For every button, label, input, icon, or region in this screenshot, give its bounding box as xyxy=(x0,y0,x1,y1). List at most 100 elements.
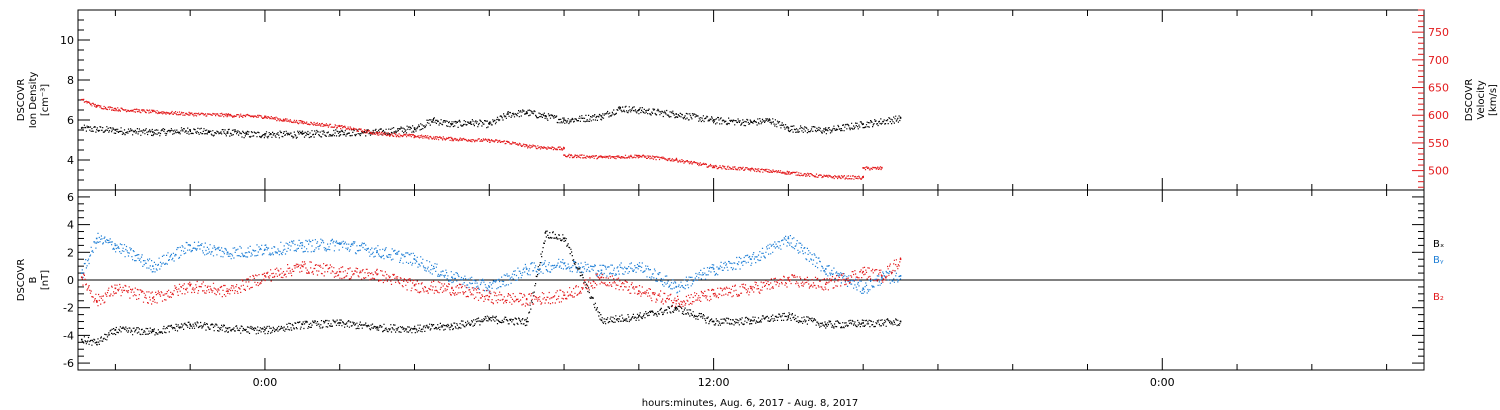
velocity-series-samples xyxy=(81,98,883,180)
velocity-series-point xyxy=(264,115,266,118)
velocity-series-point xyxy=(413,134,416,137)
bx-series-point xyxy=(750,319,752,321)
by-series-point xyxy=(451,276,453,279)
x-tick-label: 12:00 xyxy=(698,376,730,389)
density-series-point xyxy=(712,119,715,121)
bx-series-point xyxy=(525,320,528,323)
density-series-point xyxy=(151,131,154,133)
top-right-tick-label: 700 xyxy=(1428,54,1449,67)
by-series-point xyxy=(151,265,154,267)
top-right-tick-label: 600 xyxy=(1428,109,1449,122)
top-right-tick-label: 750 xyxy=(1428,26,1449,39)
legend-bx: Bₓ xyxy=(1433,239,1444,250)
by-series-point xyxy=(80,272,83,274)
by-series-point xyxy=(376,250,378,252)
bottom-left-tick-label: 0 xyxy=(67,274,74,287)
bx-series-point xyxy=(80,338,83,341)
bx-series-point xyxy=(95,341,98,344)
by-series-point xyxy=(750,258,752,261)
velocity-series-point xyxy=(488,139,491,141)
top-left-tick-label: 4 xyxy=(67,154,74,167)
by-series-point xyxy=(881,276,883,279)
density-series-point xyxy=(507,113,509,115)
top-left-title-line2: Ion Density xyxy=(28,72,39,129)
velocity-series-point xyxy=(712,165,715,167)
by-series-point xyxy=(862,287,864,290)
velocity-series-point xyxy=(638,154,640,157)
by-series-point xyxy=(712,268,715,270)
bottom-left-title-line3: [nT] xyxy=(40,270,51,290)
bz-series-point xyxy=(413,284,416,287)
velocity-series xyxy=(80,98,883,180)
by-series-point xyxy=(600,269,603,272)
density-series-samples xyxy=(81,105,902,139)
top-right-title-line3: [km/s] xyxy=(1488,84,1499,116)
density-series-point xyxy=(600,115,603,117)
top-right-tick-label: 550 xyxy=(1428,137,1449,150)
top-right-title-line1: DSCOVR xyxy=(1464,79,1475,122)
top-right-axis-title: DSCOVR Velocity [km/s] xyxy=(1464,79,1499,122)
bz-series-point xyxy=(151,297,154,299)
bz-series-point xyxy=(338,270,341,273)
velocity-series-point xyxy=(862,167,864,169)
bx-series-point xyxy=(563,237,565,240)
bz-series-point xyxy=(80,276,83,279)
top-right-tick-label: 500 xyxy=(1428,165,1449,178)
density-series-point xyxy=(638,109,640,111)
by-series xyxy=(80,232,902,294)
velocity-series-point xyxy=(787,171,790,174)
top-right-tick-label: 650 xyxy=(1428,82,1449,95)
density-series-point xyxy=(413,127,416,129)
bz-series-point xyxy=(899,258,902,261)
density-series-point xyxy=(226,131,229,133)
bz-series-point xyxy=(451,287,453,290)
bottom-left-tick-label: -4 xyxy=(63,329,74,342)
density-series-point xyxy=(787,127,790,129)
velocity-series-point xyxy=(563,154,565,156)
bx-series xyxy=(80,230,902,346)
bz-series-point xyxy=(824,283,827,285)
density-series-point xyxy=(264,133,266,135)
density-series-point xyxy=(469,121,472,123)
bottom-left-tick-label: 6 xyxy=(67,191,74,204)
x-tick-label: 0:00 xyxy=(1150,376,1175,389)
density-series-point xyxy=(432,119,434,121)
bz-series-point xyxy=(525,298,528,301)
density-series-point xyxy=(563,119,565,121)
bz-series-point xyxy=(488,295,491,298)
legend-by: Bᵧ xyxy=(1433,255,1444,266)
by-series-point xyxy=(95,237,98,240)
legend-bz: B₂ xyxy=(1433,292,1444,303)
by-series-point xyxy=(338,243,341,245)
top-right-title-line2: Velocity xyxy=(1476,80,1487,119)
bx-series-point xyxy=(638,315,640,317)
bz-series-point xyxy=(95,299,98,302)
top-frame xyxy=(77,9,1425,191)
density-series-point xyxy=(451,123,453,125)
bottom-left-title-line2: B xyxy=(28,276,39,283)
bx-series-point xyxy=(151,330,154,333)
x-axis-title: hours:minutes, Aug. 6, 2017 - Aug. 8, 20… xyxy=(642,398,858,409)
bz-series-samples xyxy=(81,257,902,308)
top-left-title-line3: [cm⁻³] xyxy=(40,84,51,116)
by-series-point xyxy=(787,237,790,240)
bottom-left-axis-title: DSCOVR B [nT] xyxy=(16,259,51,302)
velocity-series-point xyxy=(95,105,98,107)
bz-series-point xyxy=(600,276,603,279)
bz-series-point xyxy=(114,287,117,290)
velocity-series-point xyxy=(226,113,229,116)
by-series-point xyxy=(488,286,491,288)
bz-series-point xyxy=(787,279,790,281)
x-tick-label: 0:00 xyxy=(253,376,278,389)
bx-series-point xyxy=(862,322,864,324)
by-series-point xyxy=(824,268,827,270)
velocity-series-point xyxy=(563,147,565,150)
bottom-left-tick-label: -2 xyxy=(63,302,74,315)
density-series xyxy=(80,105,902,139)
by-series-point xyxy=(301,244,304,247)
bz-series-point xyxy=(189,284,191,287)
density-series-point xyxy=(301,133,304,135)
density-series-point xyxy=(245,133,248,135)
bz-series-point xyxy=(563,294,565,297)
bottom-left-title-line1: DSCOVR xyxy=(16,259,27,302)
